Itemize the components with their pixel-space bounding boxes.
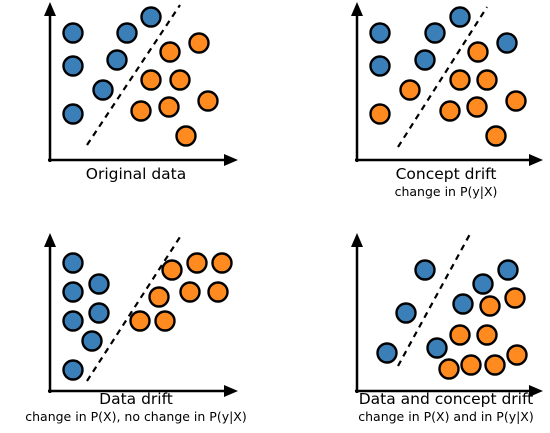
point-class-a: [106, 49, 128, 71]
panel-subtitle: change in P(X), no change in P(y|X): [25, 409, 247, 424]
point-class-b: [158, 96, 180, 118]
point-class-a: [92, 79, 114, 101]
point-class-b: [449, 69, 471, 91]
x-axis-arrowhead: [224, 385, 238, 397]
panel-data-and-concept-drift: Data and concept drift change in P(X) an…: [351, 233, 543, 424]
panel-subtitle: change in P(y|X): [395, 184, 498, 199]
point-class-b: [159, 41, 181, 63]
point-class-a: [497, 259, 519, 281]
y-axis-arrowhead: [351, 233, 363, 247]
decision-boundary: [397, 233, 471, 367]
point-class-b: [130, 100, 152, 122]
point-class-a: [376, 342, 398, 364]
point-class-b: [476, 324, 498, 346]
point-class-a: [62, 310, 84, 332]
point-class-a: [449, 6, 471, 28]
point-class-b: [479, 295, 501, 317]
y-axis-arrowhead: [351, 2, 363, 16]
point-class-a: [424, 22, 446, 44]
point-class-a: [62, 281, 84, 303]
point-class-a: [88, 273, 110, 295]
point-class-a: [472, 273, 494, 295]
point-class-b: [484, 354, 506, 376]
point-class-b: [154, 310, 176, 332]
point-class-a: [395, 302, 417, 324]
point-class-a: [369, 55, 391, 77]
point-class-a: [81, 330, 103, 352]
point-class-a: [426, 337, 448, 359]
point-class-b: [466, 96, 488, 118]
points-data-drift: [62, 252, 233, 381]
point-class-b: [467, 41, 489, 63]
point-class-b: [161, 259, 183, 281]
panel-title: Data and concept drift: [359, 390, 534, 408]
x-axis-arrowhead: [529, 154, 543, 166]
point-class-b: [211, 252, 233, 274]
panel-concept-drift: Concept drift change in P(y|X): [351, 2, 543, 199]
point-class-a: [414, 49, 436, 71]
decision-boundary: [397, 6, 488, 148]
panel-title: Original data: [86, 165, 187, 183]
point-class-a: [452, 293, 474, 315]
y-axis-arrowhead: [44, 233, 56, 247]
point-class-b: [169, 69, 191, 91]
point-class-a: [116, 22, 138, 44]
point-class-b: [506, 344, 528, 366]
panel-title: Concept drift: [396, 165, 497, 183]
points-original: [62, 6, 219, 147]
point-class-a: [88, 302, 110, 324]
point-class-b: [179, 281, 201, 303]
x-axis-arrowhead: [224, 154, 238, 166]
point-class-b: [485, 125, 507, 147]
point-class-a: [369, 22, 391, 44]
point-class-b: [438, 358, 460, 380]
point-class-a: [62, 103, 84, 125]
point-class-b: [439, 100, 461, 122]
point-class-b: [449, 324, 471, 346]
x-axis-arrowhead: [529, 385, 543, 397]
panel-title: Data drift: [99, 390, 173, 408]
point-class-b: [460, 354, 482, 376]
point-class-b: [140, 69, 162, 91]
point-class-a: [62, 359, 84, 381]
point-class-b: [186, 252, 208, 274]
point-class-b: [505, 90, 527, 112]
point-class-b: [399, 79, 421, 101]
panel-original: Original data: [44, 2, 238, 183]
point-class-a: [496, 32, 518, 54]
point-class-a: [414, 259, 436, 281]
points-data-and-concept-drift: [376, 259, 528, 380]
point-class-b: [175, 125, 197, 147]
point-class-a: [62, 252, 84, 274]
point-class-a: [62, 22, 84, 44]
y-axis-arrowhead: [44, 2, 56, 16]
point-class-b: [369, 103, 391, 125]
point-class-b: [504, 287, 526, 309]
point-class-b: [207, 281, 229, 303]
point-class-a: [62, 55, 84, 77]
point-class-b: [188, 32, 210, 54]
panel-data-drift: Data drift change in P(X), no change in …: [25, 233, 247, 424]
point-class-a: [140, 6, 162, 28]
point-class-b: [197, 90, 219, 112]
point-class-b: [129, 310, 151, 332]
panel-subtitle: change in P(X) and in P(y|X): [358, 409, 534, 424]
point-class-b: [476, 69, 498, 91]
point-class-b: [148, 286, 170, 308]
points-concept-drift: [369, 6, 527, 147]
